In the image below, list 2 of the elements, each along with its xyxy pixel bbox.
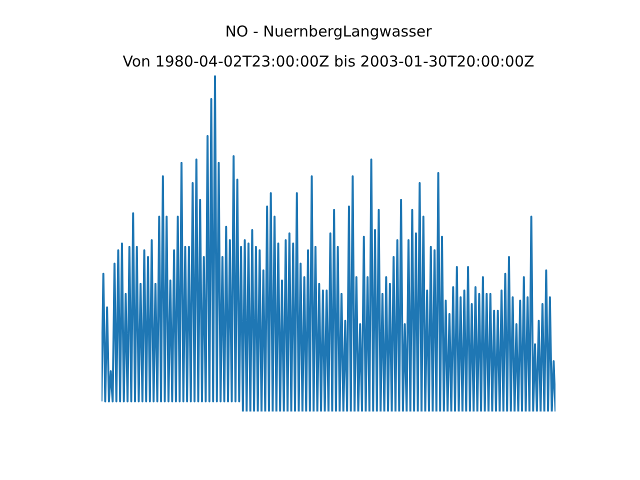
chart-subtitle: Von 1980-04-02T23:00:00Z bis 2003-01-30T20:00:00Z [122,52,534,70]
chart-title: NO - NuernbergLangwasser [225,22,433,40]
